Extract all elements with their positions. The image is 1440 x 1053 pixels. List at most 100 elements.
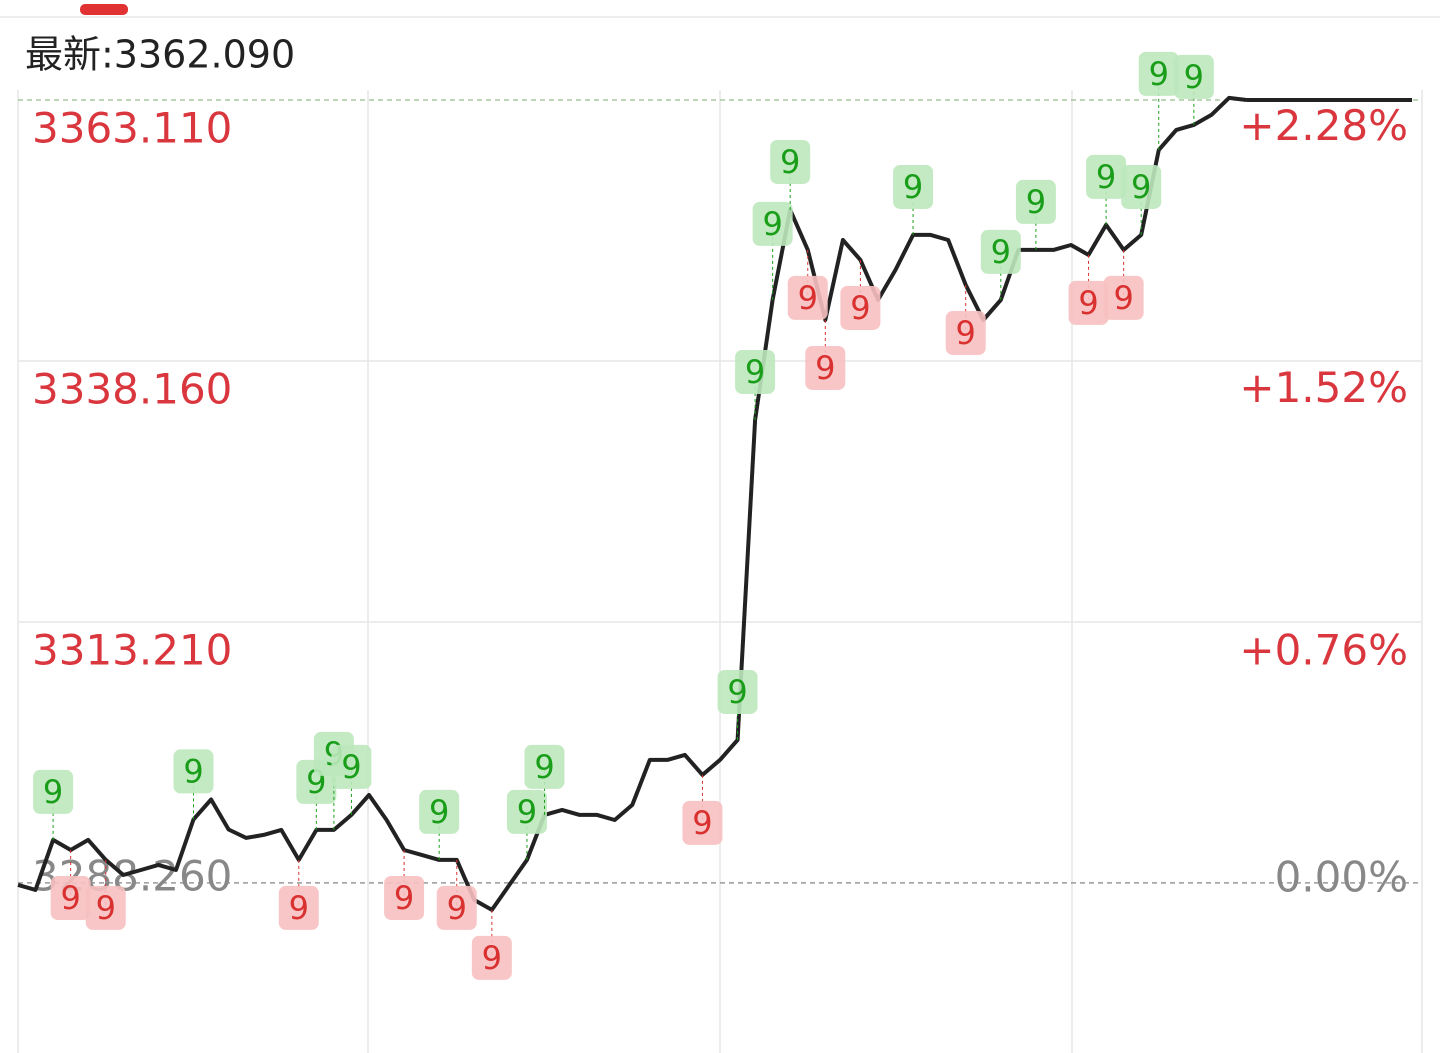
signal-marker: 9 xyxy=(752,201,793,300)
signal-marker: 9 xyxy=(805,319,846,390)
price-line xyxy=(17,95,1247,912)
signal-label: 9 xyxy=(780,143,800,181)
signal-badge xyxy=(980,229,1021,274)
signal-badge xyxy=(471,935,512,980)
signal-label: 9 xyxy=(850,289,870,327)
signal-label: 9 xyxy=(1149,55,1169,93)
signal-badge xyxy=(331,744,372,789)
signal-badge xyxy=(173,749,214,794)
signal-marker: 9 xyxy=(840,259,881,330)
signal-label: 9 xyxy=(745,353,765,391)
signal-badge xyxy=(33,769,74,814)
y2-tick-label: +1.52% xyxy=(1239,363,1408,412)
signal-badge xyxy=(682,800,723,845)
signal-marker: 9 xyxy=(173,749,214,820)
signal-label: 9 xyxy=(183,752,203,790)
signal-badge xyxy=(419,789,460,834)
signal-badge xyxy=(85,885,126,930)
signal-marker: 9 xyxy=(717,669,758,740)
signal-marker: 9 xyxy=(682,774,723,845)
signal-label: 9 xyxy=(534,748,554,786)
signal-marker: 9 xyxy=(787,249,828,320)
vertical-grid xyxy=(17,90,1423,1053)
signal-badge xyxy=(805,345,846,390)
signal-badge xyxy=(1173,54,1214,99)
signal-marker: 9 xyxy=(524,744,565,815)
y-tick-label: 3313.210 xyxy=(32,625,232,674)
signal-marker: 9 xyxy=(1068,254,1109,325)
signal-badge xyxy=(1068,280,1109,325)
signal-marker: 9 xyxy=(278,859,319,930)
tab-indicator xyxy=(80,4,128,15)
signal-label: 9 xyxy=(692,804,712,842)
signal-label: 9 xyxy=(991,233,1011,271)
signal-badge xyxy=(945,310,986,355)
signal-marker: 9 xyxy=(331,744,372,815)
signal-marker: 9 xyxy=(1103,249,1144,320)
signal-label: 9 xyxy=(482,939,502,977)
signal-marker: 9 xyxy=(1015,179,1056,250)
signal-label: 9 xyxy=(96,889,116,927)
signal-label: 9 xyxy=(798,279,818,317)
signal-label: 9 xyxy=(1026,183,1046,221)
signal-marker: 9 xyxy=(1086,154,1127,225)
signal-label: 9 xyxy=(289,889,309,927)
signal-marker: 9 xyxy=(33,769,74,840)
signal-marker: 9 xyxy=(893,164,934,235)
signal-marker: 9 xyxy=(50,849,91,920)
signal-label: 9 xyxy=(1078,284,1098,322)
signal-label: 9 xyxy=(956,314,976,352)
signal-marker: 9 xyxy=(1173,54,1214,125)
signal-badge xyxy=(893,164,934,209)
y2-tick-label: +0.76% xyxy=(1239,625,1408,674)
signal-marker: 9 xyxy=(770,139,811,210)
y2-tick-label: 0.00% xyxy=(1275,852,1408,901)
signal-marker: 9 xyxy=(436,859,477,930)
signal-label: 9 xyxy=(43,773,63,811)
signal-label: 9 xyxy=(1096,158,1116,196)
signal-label: 9 xyxy=(517,793,537,831)
signal-marker: 9 xyxy=(735,349,776,420)
signal-label: 9 xyxy=(394,879,414,917)
signal-label: 9 xyxy=(447,889,467,927)
signal-label: 9 xyxy=(341,748,361,786)
signal-label: 9 xyxy=(60,879,80,917)
signal-badge xyxy=(1121,164,1162,209)
signal-marker: 9 xyxy=(980,229,1021,300)
y-tick-label: 3338.160 xyxy=(32,364,232,413)
signal-label: 9 xyxy=(1131,168,1151,206)
signal-badge xyxy=(717,669,758,714)
signal-badge xyxy=(436,885,477,930)
signal-label: 9 xyxy=(429,793,449,831)
signal-label: 9 xyxy=(727,673,747,711)
signal-badge xyxy=(770,139,811,184)
signal-badge xyxy=(1138,51,1179,96)
signal-badge xyxy=(787,275,828,320)
y2-tick-label: +2.28% xyxy=(1239,101,1408,150)
signal-badge xyxy=(506,789,547,834)
signal-badge xyxy=(752,201,793,246)
signal-marker: 9 xyxy=(506,789,547,860)
signal-badge xyxy=(1103,275,1144,320)
signal-marker: 9 xyxy=(384,849,425,920)
signal-badge xyxy=(50,875,91,920)
signal-badge xyxy=(840,285,881,330)
signal-badge xyxy=(524,744,565,789)
chart-title: 最新:3362.090 xyxy=(25,33,295,77)
signal-marker: 9 xyxy=(1138,51,1179,150)
signal-badge xyxy=(1015,179,1056,224)
signal-marker: 9 xyxy=(945,284,986,355)
signal-label: 9 xyxy=(762,205,782,243)
signal-label: 9 xyxy=(1184,58,1204,96)
signal-marker: 9 xyxy=(471,909,512,980)
signal-label: 9 xyxy=(1113,279,1133,317)
signal-badge xyxy=(278,885,319,930)
signal-label: 9 xyxy=(815,349,835,387)
signal-badge xyxy=(735,349,776,394)
signal-badge xyxy=(1086,154,1127,199)
y-tick-label: 3363.110 xyxy=(32,104,232,153)
signal-marker: 9 xyxy=(419,789,460,860)
signal-marker: 9 xyxy=(85,859,126,930)
